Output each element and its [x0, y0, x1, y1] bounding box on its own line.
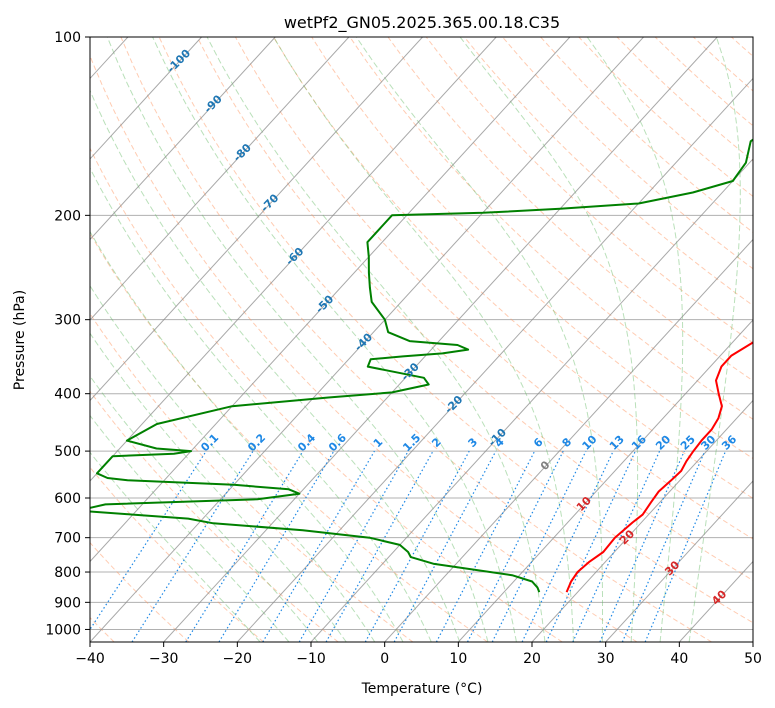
x-tick-label: −40	[75, 651, 105, 667]
y-axis-label: Pressure (hPa)	[12, 290, 28, 390]
moist-adiabat	[90, 414, 290, 642]
y-tick-label: 300	[54, 313, 81, 329]
axes: −40 −30 −20 −10 0 10 20 30 40 50 100 200 300 400 500 60…	[45, 30, 762, 667]
y-tick-label: 700	[54, 531, 81, 547]
isotherm-line	[384, 238, 753, 642]
isotherm-line	[605, 480, 753, 642]
dewpoint-profile	[90, 138, 753, 593]
y-tick-label: 100	[54, 30, 81, 46]
dry-adiabat	[387, 37, 753, 382]
moist-adiabat	[206, 37, 546, 642]
y-tick-label: 200	[54, 208, 81, 224]
dry-adiabat	[90, 147, 563, 642]
mixing-ratio-line	[262, 450, 375, 642]
dry-adiabat	[90, 466, 264, 642]
x-axis-label: Temperature (°C)	[361, 681, 483, 697]
y-tick-label: 800	[54, 565, 81, 581]
dry-adiabat	[311, 37, 753, 460]
dry-adiabat	[425, 37, 753, 344]
chart-title: wetPf2_GN05.2025.365.00.18.C35	[284, 13, 560, 33]
isotherm-line	[531, 399, 753, 642]
mixing-ratio-line	[621, 450, 706, 642]
dry-adiabat	[273, 37, 753, 499]
mixing-ratio-line	[491, 450, 587, 642]
isotherm-line	[90, 37, 644, 642]
temperature-profile	[565, 341, 753, 593]
isotherm-line	[457, 319, 753, 642]
mixing-ratio-line	[644, 450, 727, 642]
x-tick-label: −10	[296, 651, 326, 667]
y-tick-label: 600	[54, 491, 81, 507]
isotherm-line	[90, 37, 350, 321]
dry-adiabat	[90, 312, 414, 642]
isotherm-line	[90, 37, 276, 241]
plot-area	[90, 37, 753, 642]
x-tick-label: −30	[149, 651, 179, 667]
x-tick-label: 50	[744, 651, 762, 667]
mixing-ratio-line	[521, 450, 614, 642]
mixing-ratio-line	[364, 450, 470, 642]
isotherm-line	[310, 158, 753, 642]
mixing-ratio-line	[325, 450, 434, 642]
isotherm-line	[90, 37, 423, 402]
isotherm-line	[236, 77, 753, 642]
moist-adiabat	[90, 451, 261, 642]
mixing-ratio-line	[298, 450, 409, 642]
moist-adiabat	[90, 89, 461, 642]
y-tick-label: 900	[54, 595, 81, 611]
mixing-ratio-line	[545, 450, 636, 642]
mixing-ratio-line	[185, 450, 304, 642]
x-tick-label: −20	[223, 651, 253, 667]
plot-frame	[89, 36, 754, 643]
moist-adiabat	[90, 230, 404, 642]
x-tick-label: 30	[597, 651, 615, 667]
y-tick-label: 500	[54, 444, 81, 460]
y-tick-label: 400	[54, 387, 81, 403]
moist-adiabat	[273, 37, 575, 642]
isotherm-line	[163, 37, 718, 642]
x-tick-label: 40	[670, 651, 688, 667]
moist-adiabat	[152, 37, 517, 642]
x-tick-label: 20	[523, 651, 541, 667]
moist-adiabat	[586, 37, 684, 642]
dry-adiabat	[90, 54, 638, 642]
mixing-ratio-line	[131, 450, 254, 642]
x-tick-label: 10	[449, 651, 467, 667]
mixing-ratio-line	[572, 450, 661, 642]
moist-adiabat	[106, 37, 489, 642]
mixing-ratio-line	[599, 450, 685, 642]
isotherm-line	[90, 37, 202, 160]
moist-adiabat	[90, 166, 432, 642]
x-tick-label: 0	[380, 651, 389, 667]
moist-adiabat	[355, 37, 603, 642]
mixing-ratio-line	[218, 450, 335, 642]
mixing-ratio-line	[393, 450, 497, 642]
moist-adiabat	[90, 375, 319, 642]
moist-adiabat	[459, 37, 639, 642]
isotherm-line	[90, 37, 497, 482]
isotherm-line	[90, 37, 571, 563]
dry-adiabat	[158, 37, 753, 624]
y-tick-label: 1000	[45, 622, 81, 638]
